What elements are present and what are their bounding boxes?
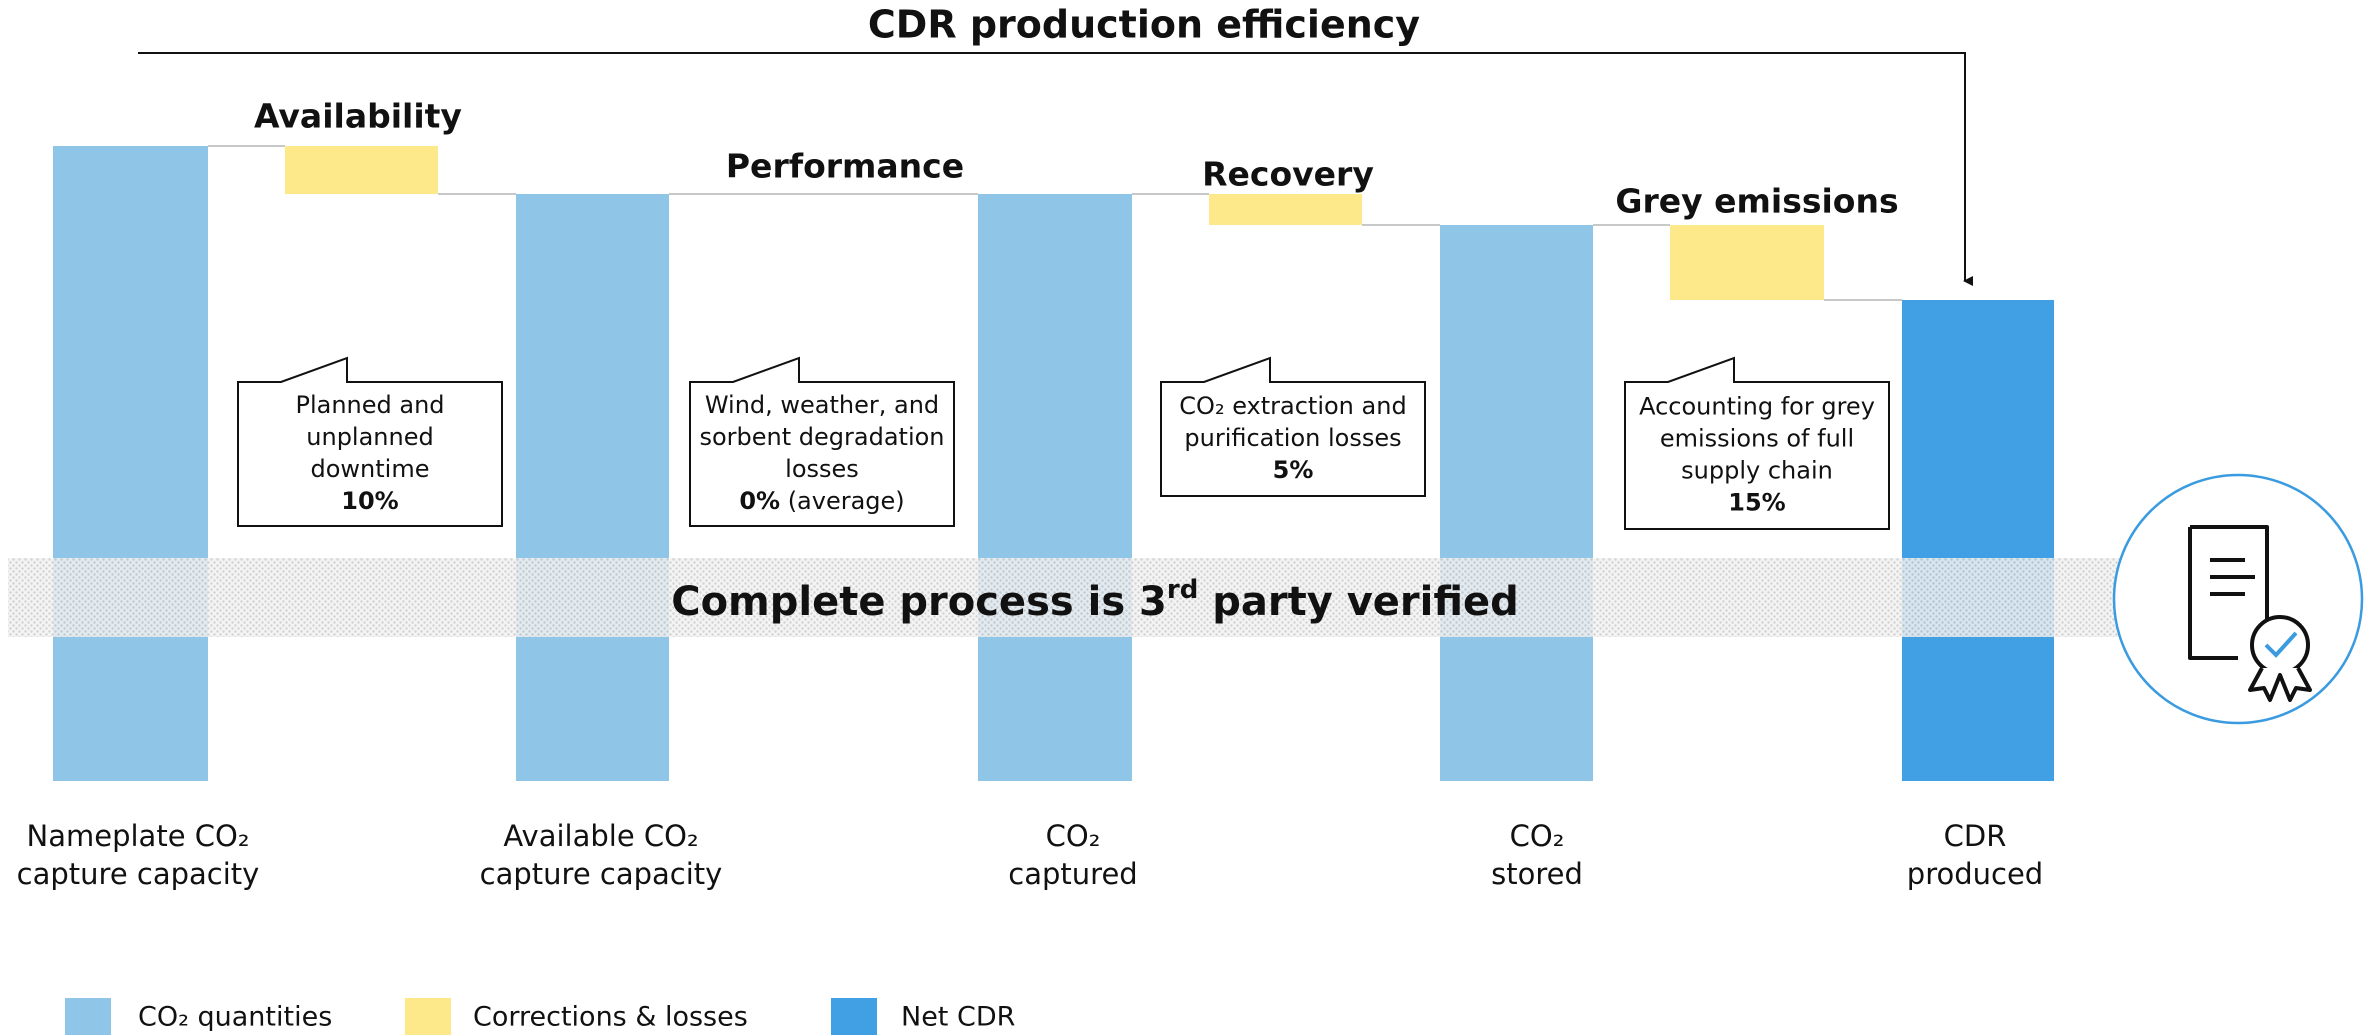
callout-box [1624, 356, 1890, 530]
callout-box [1160, 356, 1426, 497]
callout-line: sorbent degradation [699, 423, 944, 451]
callout-value: 10% [341, 487, 398, 515]
category-label: produced [1907, 857, 2043, 891]
verification-band [8, 558, 2124, 637]
legend-swatch [65, 998, 111, 1035]
callout-value: 0% (average) [739, 487, 904, 515]
step-label: Grey emissions [1615, 182, 1898, 221]
step-label: Recovery [1202, 155, 1374, 194]
step-label: Availability [254, 97, 462, 136]
category-label: Nameplate CO₂ [27, 819, 250, 853]
callout-line: downtime [311, 455, 430, 483]
category-label: captured [1008, 857, 1137, 891]
callout-percent: 0% [739, 487, 780, 515]
title: CDR production efficiency [868, 3, 1420, 47]
loss-bar [1670, 225, 1824, 300]
band-text-part: party verified [1198, 579, 1518, 625]
legend-label: Net CDR [901, 1002, 1015, 1033]
legend-swatch [831, 998, 877, 1035]
legend-label: Corrections & losses [473, 1002, 748, 1033]
bar [1440, 225, 1593, 781]
callout-line: losses [785, 455, 859, 483]
callout-value: 5% [1273, 456, 1314, 484]
connectors [208, 145, 1902, 301]
category-label: Available CO₂ [503, 819, 698, 853]
callout-line: purification losses [1184, 424, 1401, 452]
callout-percent: 5% [1273, 456, 1314, 484]
legend-label: CO₂ quantities [138, 1002, 332, 1033]
callout-line: emissions of full [1660, 425, 1854, 453]
net-bar [1902, 300, 2054, 781]
category-label: CO₂ [1046, 819, 1101, 853]
callout-box [689, 356, 955, 527]
callout-line: Accounting for grey [1639, 393, 1875, 421]
category-label: CDR [1944, 819, 2007, 853]
bar [516, 194, 669, 781]
band-text-sup: rd [1167, 575, 1198, 605]
category-label: stored [1491, 857, 1583, 891]
loss-bar [285, 146, 438, 194]
band-text-part: Complete process is 3 [671, 579, 1167, 625]
callout-line: CO₂ extraction and [1179, 392, 1406, 420]
callout-line: unplanned [306, 423, 433, 451]
callout-line: Planned and [295, 391, 444, 419]
callout-value: 15% [1728, 489, 1785, 517]
loss-bar [1209, 194, 1362, 225]
category-label: capture capacity [17, 857, 260, 891]
legend-swatch [405, 998, 451, 1035]
band-text: Complete process is 3rd party verified [671, 575, 1519, 626]
category-label: capture capacity [480, 857, 723, 891]
step-label: Performance [726, 147, 964, 186]
callout-percent: 10% [341, 487, 398, 515]
efficiency-arrow [138, 52, 1973, 286]
bar [978, 194, 1132, 781]
callout-note: (average) [780, 487, 905, 515]
category-label: CO₂ [1510, 819, 1565, 853]
callout-line: Wind, weather, and [705, 391, 939, 419]
certificate-icon [2112, 473, 2364, 725]
callout-percent: 15% [1728, 489, 1785, 517]
callout-box [237, 356, 503, 527]
callout-line: supply chain [1681, 457, 1833, 485]
bar [53, 146, 208, 781]
